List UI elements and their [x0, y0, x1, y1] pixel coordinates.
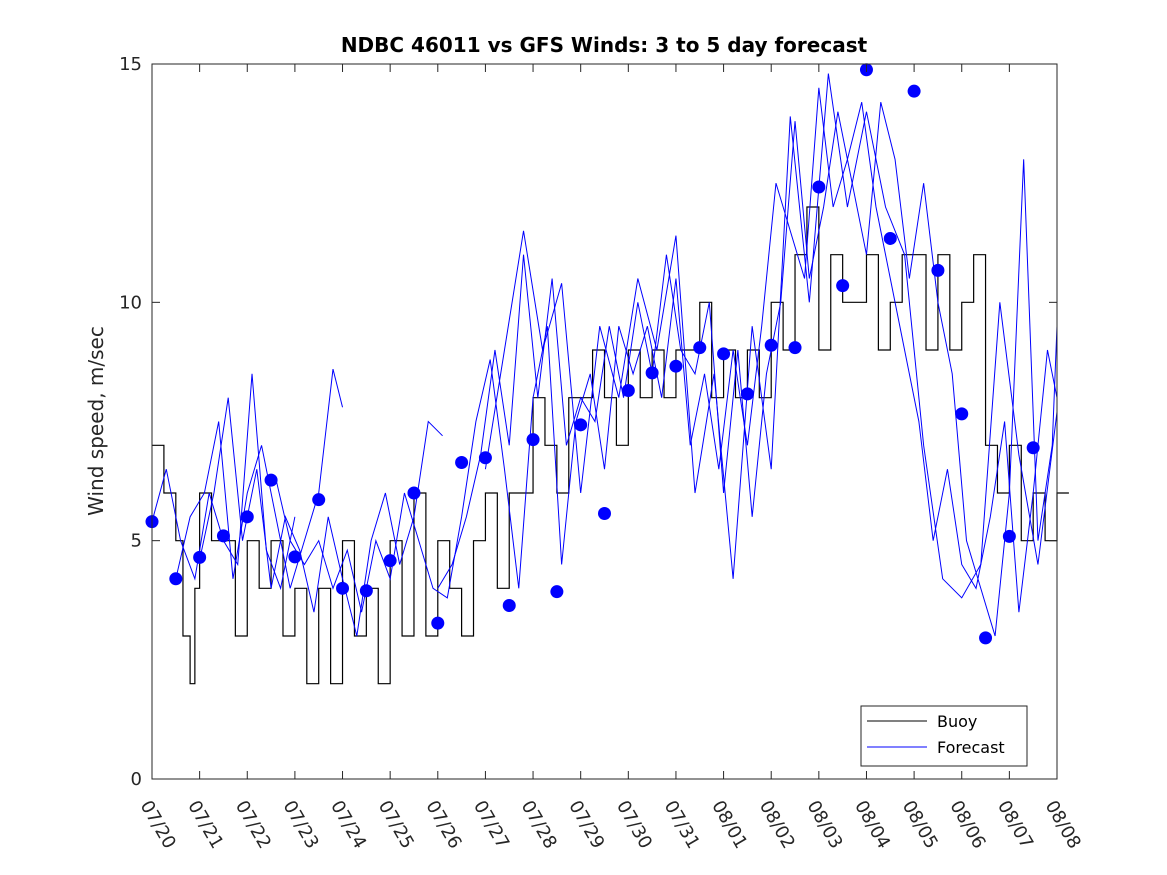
forecast-marker	[1026, 441, 1040, 455]
forecast-marker	[621, 384, 635, 398]
forecast-marker	[955, 407, 969, 421]
forecast-marker	[288, 550, 302, 564]
forecast-marker	[359, 584, 373, 598]
forecast-marker	[764, 338, 778, 352]
forecast-line-1	[175, 368, 344, 589]
forecast-marker	[216, 529, 230, 543]
forecast-marker	[717, 347, 731, 361]
forecast-marker	[240, 510, 254, 524]
forecast-marker	[407, 486, 421, 500]
forecast-marker	[550, 585, 564, 599]
forecast-marker	[169, 572, 183, 586]
legend: Buoy Forecast	[860, 705, 1028, 767]
forecast-marker	[598, 506, 611, 520]
forecast-marker	[645, 366, 659, 380]
forecast-marker	[812, 180, 826, 194]
forecast-line-5	[484, 73, 1058, 599]
legend-label-forecast: Forecast	[937, 738, 1005, 757]
y-tick-label: 0	[131, 769, 142, 790]
forecast-marker	[312, 493, 326, 507]
buoy-line	[152, 206, 1069, 685]
forecast-marker	[502, 598, 516, 612]
y-tick-label: 10	[119, 292, 142, 313]
forecast-line-4	[437, 102, 1058, 637]
forecast-marker	[788, 341, 802, 355]
forecast-marker	[264, 473, 278, 487]
forecast-marker	[931, 263, 945, 277]
y-axis-label: Wind speed, m/sec	[84, 326, 108, 516]
forecast-marker	[693, 341, 707, 355]
forecast-marker	[574, 418, 588, 432]
y-tick-label: 15	[119, 54, 142, 75]
forecast-line-2	[199, 397, 443, 637]
forecast-marker	[669, 359, 683, 373]
legend-label-buoy: Buoy	[937, 712, 977, 731]
forecast-marker	[431, 616, 445, 630]
forecast-marker	[526, 433, 540, 447]
y-tick-label: 5	[131, 531, 142, 552]
forecast-marker	[979, 631, 993, 645]
chart-title: NDBC 46011 vs GFS Winds: 3 to 5 day fore…	[341, 33, 868, 57]
forecast-marker	[455, 455, 469, 469]
forecast-marker	[383, 554, 397, 568]
forecast-marker	[193, 550, 207, 564]
forecast-marker	[907, 84, 921, 98]
forecast-line-3	[275, 87, 1058, 613]
forecast-marker	[883, 231, 897, 245]
forecast-marker	[336, 581, 350, 595]
forecast-marker	[836, 279, 850, 293]
forecast-marker	[478, 451, 492, 465]
legend-box	[860, 705, 1028, 767]
forecast-marker	[740, 387, 754, 401]
axes-box	[151, 63, 1058, 780]
forecast-marker	[1002, 529, 1016, 543]
